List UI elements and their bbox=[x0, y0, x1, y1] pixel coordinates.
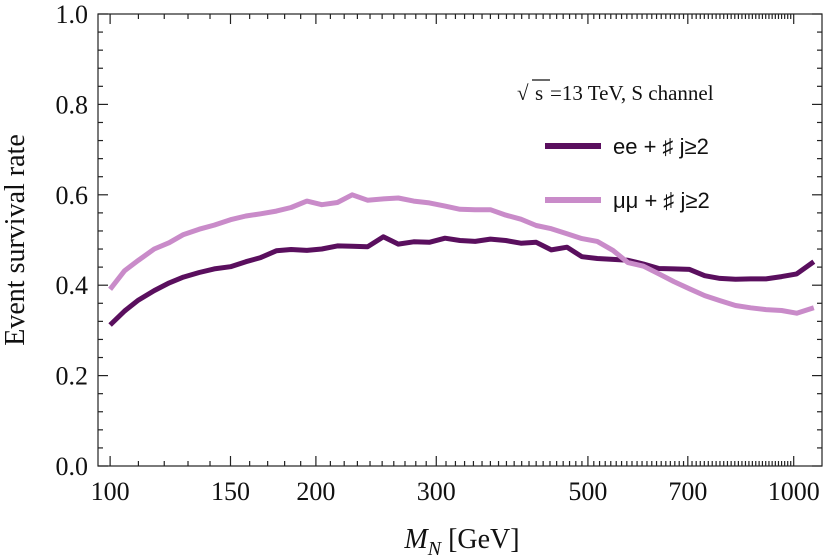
x-axis-title-subscript: N bbox=[427, 538, 443, 556]
y-tick-label: 0.4 bbox=[56, 271, 89, 300]
x-tick-label: 300 bbox=[417, 477, 456, 506]
x-tick-label: 700 bbox=[668, 477, 707, 506]
sqrt-symbol: √ bbox=[517, 81, 529, 105]
x-axis-title-unit: [GeV] bbox=[441, 524, 520, 555]
x-tick-label: 500 bbox=[568, 477, 607, 506]
y-tick-label: 1.0 bbox=[56, 0, 89, 29]
x-tick-label: 200 bbox=[296, 477, 335, 506]
y-tick-label: 0.8 bbox=[56, 90, 89, 119]
y-tick-labels: 0.0 0.2 0.4 0.6 0.8 1.0 bbox=[56, 0, 89, 481]
y-tick-label: 0.0 bbox=[56, 452, 89, 481]
y-tick-label: 0.6 bbox=[56, 181, 89, 210]
energy-annotation: √ s =13 TeV, S channel bbox=[517, 79, 714, 105]
y-axis-title: Event survival rate bbox=[0, 134, 31, 345]
x-tick-label: 100 bbox=[91, 477, 130, 506]
x-tick-labels: 100 150 200 300 500 700 1000 bbox=[91, 477, 820, 506]
series-line-1 bbox=[108, 234, 816, 327]
x-tick-label: 150 bbox=[211, 477, 250, 506]
tick-marks bbox=[98, 13, 822, 467]
plot-frame bbox=[97, 13, 823, 467]
sqrt-argument: s bbox=[535, 81, 543, 105]
legend: ee + ♯ j≥2 μμ + ♯ j≥2 bbox=[545, 134, 710, 213]
series-line-2 bbox=[108, 192, 815, 316]
x-axis-title: MN [GeV] bbox=[403, 524, 519, 556]
series-lines bbox=[108, 192, 816, 327]
legend-label-2: μμ + ♯ j≥2 bbox=[613, 188, 710, 213]
legend-label-1: ee + ♯ j≥2 bbox=[613, 134, 709, 159]
x-axis-title-symbol: M bbox=[403, 524, 429, 555]
x-tick-label: 1000 bbox=[768, 477, 820, 506]
annotation-text: =13 TeV, S channel bbox=[550, 81, 714, 105]
y-tick-label: 0.2 bbox=[56, 362, 89, 391]
